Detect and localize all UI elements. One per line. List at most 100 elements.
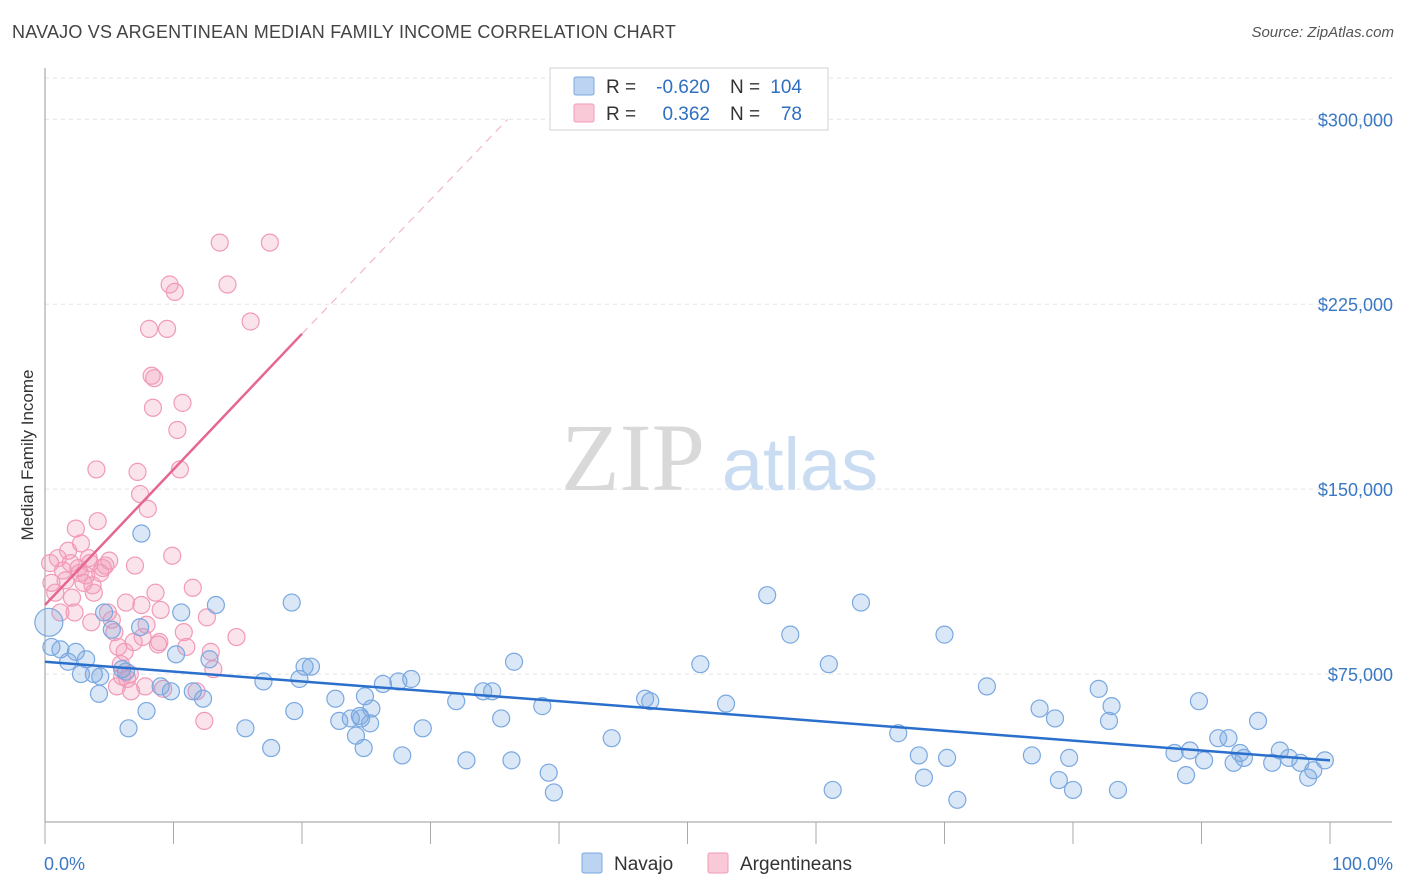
navajo-point (539, 763, 558, 782)
navajo-point (533, 697, 552, 716)
argentineans-point (146, 583, 165, 602)
legend-n-label-argentineans: N = (730, 104, 760, 125)
argentineans-point (100, 551, 119, 570)
legend-n-label-navajo: N = (730, 77, 760, 98)
argentineans-point (210, 233, 229, 252)
argentineans-point (125, 556, 145, 575)
series-swatch-navajo[interactable] (581, 852, 603, 874)
navajo-point (301, 657, 321, 676)
navajo-point (373, 674, 393, 694)
y-tick-label: $225,000 (1318, 295, 1393, 315)
series-label-argentineans[interactable]: Argentineans (740, 854, 852, 875)
navajo-point (161, 682, 181, 701)
y-tick-label: $75,000 (1328, 665, 1393, 685)
navajo-point (937, 748, 957, 767)
navajo-point (1063, 780, 1083, 800)
argentineans-point (128, 462, 147, 481)
navajo-point (183, 682, 202, 701)
navajo-point (758, 586, 777, 605)
navajo-trend-line (44, 660, 1331, 762)
argentineans-point (88, 512, 107, 531)
argentineans-point (201, 642, 220, 661)
x-tick-label-max: 100.0% (1332, 854, 1393, 874)
navajo-point (200, 650, 219, 669)
navajo-point (716, 694, 736, 713)
navajo-point (1194, 751, 1214, 770)
navajo-point (193, 689, 213, 708)
navajo-point (137, 701, 156, 721)
navajo-point (354, 738, 373, 758)
series-swatch-argentineans[interactable] (707, 852, 729, 874)
argentineans-points (41, 233, 279, 731)
navajo-point (151, 677, 170, 696)
navajo-point (1099, 711, 1119, 731)
navajo-point (977, 677, 997, 696)
argentineans-point (56, 571, 75, 590)
navajo-point (413, 719, 432, 738)
argentineans-point (138, 499, 157, 518)
navajo-point (172, 603, 191, 622)
y-tick-label: $300,000 (1318, 110, 1393, 130)
navajo-point (1045, 709, 1065, 728)
navajo-point (492, 709, 511, 728)
argentineans-point (227, 627, 246, 647)
argentineans-point (87, 460, 106, 479)
argentineans-trend-line (44, 332, 303, 606)
argentineans-point (105, 623, 124, 642)
chart-source: Source: ZipAtlas.com (1251, 24, 1394, 41)
navajo-point (851, 593, 871, 612)
argentineans-point (150, 632, 169, 652)
navajo-point (544, 783, 563, 802)
navajo-point (1022, 746, 1041, 765)
trend-lines (44, 118, 1331, 762)
argentineans-point (65, 603, 84, 622)
argentineans-point (42, 573, 61, 592)
legend-r-label-argentineans: R = (606, 104, 636, 125)
navajo-point (66, 642, 85, 661)
argentineans-point (82, 613, 101, 632)
navajo-point (254, 672, 273, 691)
navajo-point (132, 524, 151, 543)
navajo-point (95, 603, 114, 622)
legend-n-navajo: 104 (770, 77, 802, 98)
navajo-point (34, 607, 64, 637)
argentineans-point (260, 233, 279, 252)
argentineans-point (121, 682, 141, 701)
argentineans-point (51, 603, 70, 622)
watermark-atlas: atlas (722, 423, 878, 506)
navajo-point (166, 645, 186, 664)
navajo-point (362, 699, 381, 718)
series-label-navajo[interactable]: Navajo (614, 854, 673, 875)
argentineans-point (62, 588, 82, 607)
navajo-point (1248, 711, 1268, 731)
navajo-point (262, 738, 281, 758)
argentineans-point (93, 558, 112, 578)
navajo-point (1060, 748, 1079, 767)
argentineans-point (71, 534, 91, 553)
navajo-point (909, 746, 928, 765)
navajo-point (691, 655, 710, 674)
navajo-point (116, 662, 136, 681)
legend-r-label-navajo: R = (606, 77, 636, 98)
argentineans-point (136, 677, 155, 696)
argentineans-point (195, 711, 214, 731)
argentineans-point (165, 282, 184, 302)
navajo-point (1224, 753, 1243, 772)
chart-title: NAVAJO VS ARGENTINEAN MEDIAN FAMILY INCO… (12, 22, 677, 42)
watermark: ZIP atlas (561, 404, 878, 511)
navajo-point (889, 724, 908, 743)
argentineans-point (142, 366, 161, 385)
navajo-point (102, 620, 121, 639)
stats-legend: R = -0.620 N = 104 R = 0.362 N = 78 (549, 67, 829, 131)
argentineans-point (241, 312, 260, 331)
navajo-point (502, 751, 521, 770)
navajo-point (1219, 729, 1238, 748)
navajo-point (1049, 770, 1068, 790)
argentineans-point (168, 420, 187, 440)
navajo-point (361, 714, 380, 733)
y-tick-label: $150,000 (1318, 480, 1393, 500)
argentineans-point (107, 677, 127, 696)
navajo-point (1176, 766, 1196, 785)
navajo-point (402, 669, 421, 689)
navajo-point (1102, 697, 1121, 716)
